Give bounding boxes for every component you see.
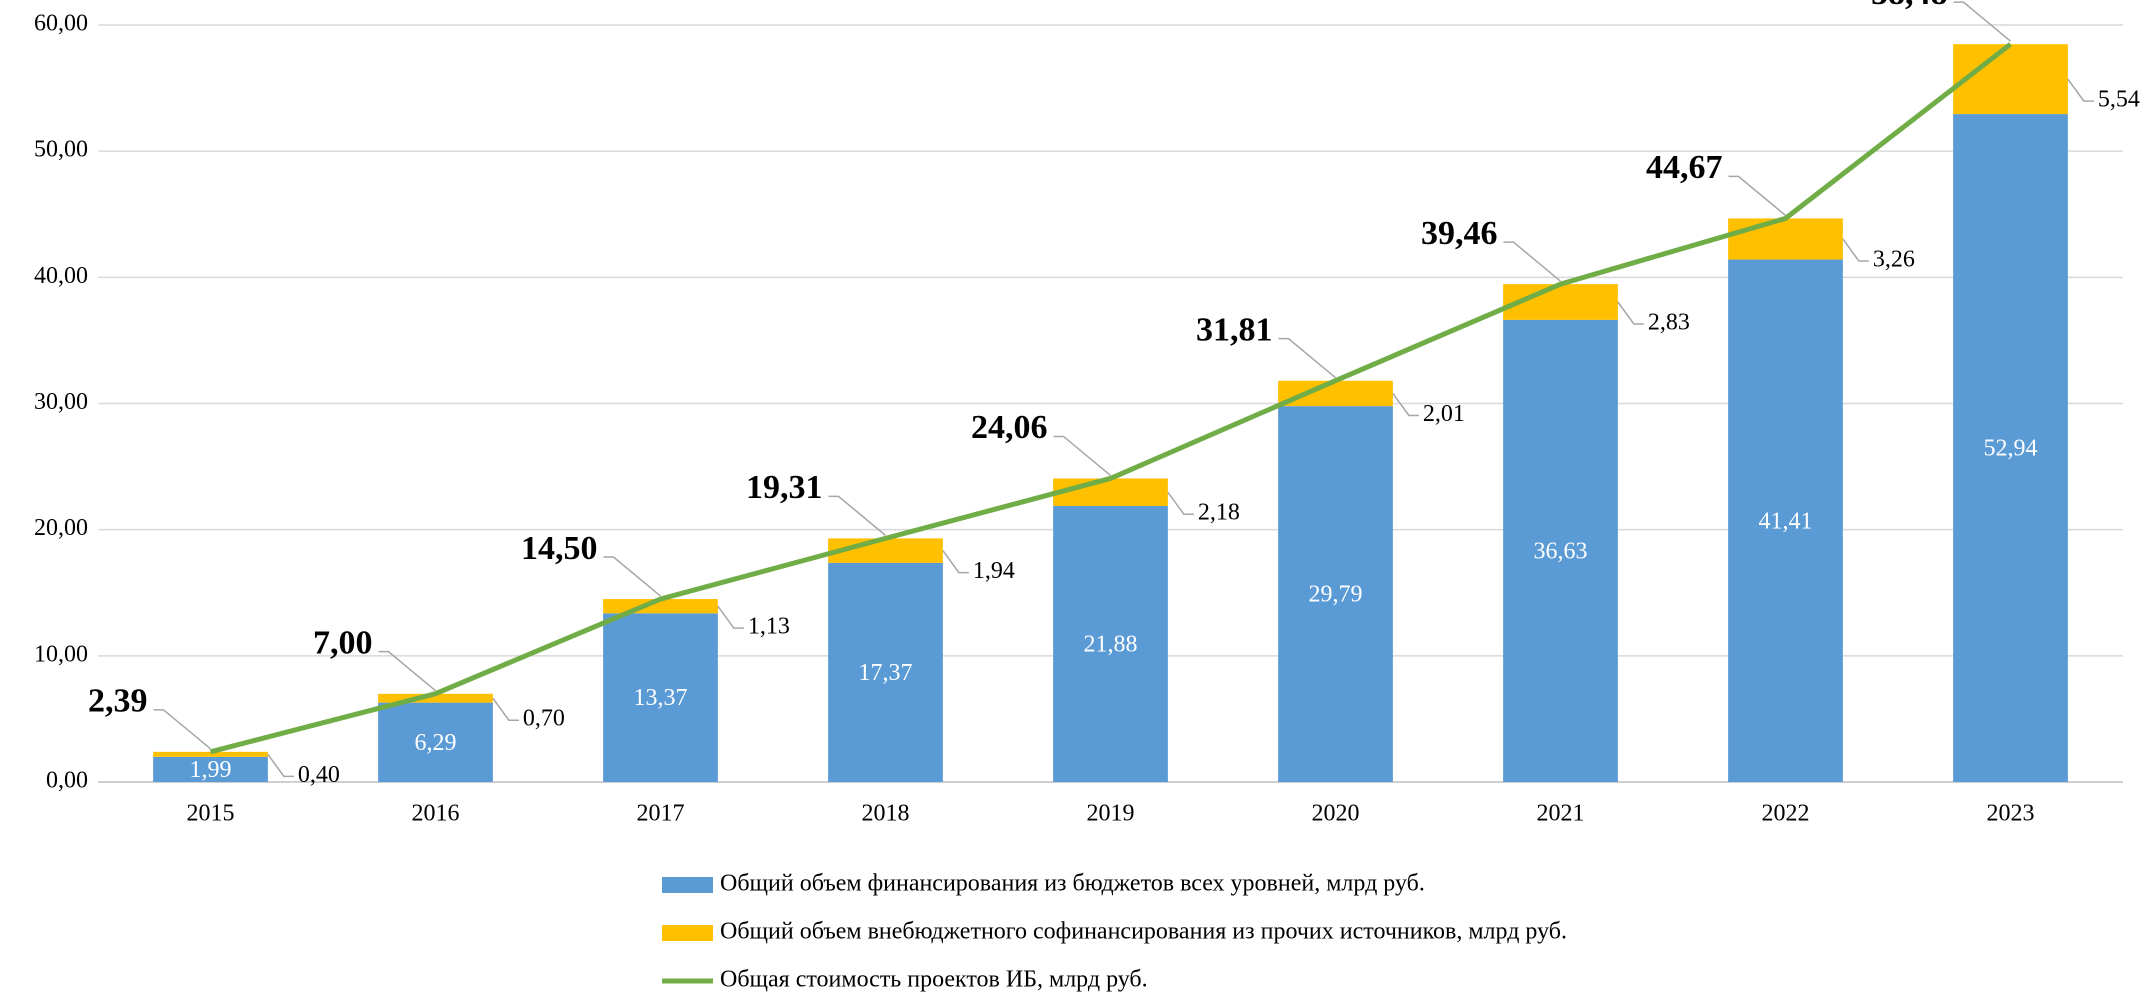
legend-swatch <box>662 925 713 941</box>
bar-value-label: 52,94 <box>1984 436 2038 462</box>
bar-value-label: 3,26 <box>1873 246 1915 272</box>
x-tick-label: 2020 <box>1312 801 1360 827</box>
bar-value-label: 6,29 <box>415 730 457 756</box>
total-value-label: 44,67 <box>1646 149 1723 186</box>
bar-segment <box>1278 380 1393 407</box>
bar-value-label: 1,13 <box>748 614 790 640</box>
total-value-label: 31,81 <box>1196 311 1273 348</box>
x-tick-label: 2021 <box>1537 801 1585 827</box>
bar-segment <box>153 756 268 782</box>
bar-value-label: 2,01 <box>1423 401 1465 427</box>
leader-line <box>1842 238 1869 262</box>
bar-segment <box>1728 218 1843 260</box>
legend-label: Общая стоимость проектов ИБ, млрд руб. <box>720 967 1148 993</box>
bar-segment <box>1728 259 1843 782</box>
y-tick-label: 20,00 <box>34 515 88 541</box>
bar-value-label: 0,40 <box>298 762 340 788</box>
leader-line <box>1053 435 1111 477</box>
total-value-label: 14,50 <box>521 530 598 567</box>
total-value-label: 7,00 <box>313 624 373 661</box>
y-tick-label: 40,00 <box>34 263 88 289</box>
bar-value-label: 21,88 <box>1084 631 1138 657</box>
bar-segment <box>603 613 718 782</box>
bar-value-label: 1,94 <box>973 558 1015 584</box>
total-line <box>209 42 2013 755</box>
leader-line <box>1167 491 1194 515</box>
bar-segment <box>153 751 268 757</box>
bar-value-label: 36,63 <box>1534 538 1588 564</box>
leader-line <box>1392 393 1419 417</box>
y-tick-label: 30,00 <box>34 389 88 415</box>
x-tick-label: 2023 <box>1987 801 2035 827</box>
leader-line <box>1728 175 1786 216</box>
x-tick-label: 2018 <box>862 801 910 827</box>
x-tick-label: 2017 <box>637 801 685 827</box>
leader-line <box>378 650 436 692</box>
legend-label: Общий объем внебюджетного софинансирован… <box>720 919 1567 945</box>
bar-value-label: 41,41 <box>1759 508 1813 534</box>
bar-value-label: 1,99 <box>190 757 232 783</box>
total-value-label: 39,46 <box>1421 215 1498 252</box>
bar-segment <box>378 693 493 703</box>
x-tick-label: 2022 <box>1762 801 1810 827</box>
x-tick-label: 2016 <box>412 801 460 827</box>
bar-segment <box>1053 478 1168 506</box>
leader-line <box>942 550 969 574</box>
bar-segment <box>1953 114 2068 782</box>
total-value-label: 2,39 <box>88 683 148 720</box>
bar-value-label: 5,54 <box>2098 87 2140 113</box>
bar-segment <box>828 562 943 782</box>
bar-value-label: 0,70 <box>523 706 565 732</box>
leader-line <box>153 709 211 750</box>
bar-segment <box>1503 319 1618 782</box>
bar-segment <box>378 702 493 782</box>
total-value-label: 58,48 <box>1871 0 1948 12</box>
leader-line <box>828 495 886 536</box>
leader-line <box>1503 241 1561 282</box>
leader-line <box>1953 1 2011 42</box>
bar-value-label: 13,37 <box>634 685 688 711</box>
leader-line <box>267 753 294 778</box>
x-tick-label: 2015 <box>187 801 235 827</box>
leader-line <box>1617 301 1644 325</box>
bar-segment <box>1053 505 1168 782</box>
legend-swatch <box>662 877 713 893</box>
y-tick-label: 50,00 <box>34 137 88 163</box>
x-tick-label: 2019 <box>1087 801 1135 827</box>
leader-line <box>1278 337 1336 379</box>
legend-label: Общий объем финансирования из бюджетов в… <box>720 871 1425 897</box>
total-value-label: 19,31 <box>746 469 823 506</box>
bar-value-label: 2,18 <box>1198 500 1240 526</box>
leader-line <box>2067 78 2094 102</box>
total-value-label: 24,06 <box>971 409 1048 446</box>
bar-value-label: 29,79 <box>1309 582 1363 608</box>
leader-line <box>717 605 744 629</box>
leader-line <box>603 556 661 597</box>
bar-segment <box>1278 406 1393 782</box>
y-tick-label: 0,00 <box>46 768 88 794</box>
leader-line <box>492 697 519 721</box>
y-tick-label: 10,00 <box>34 641 88 667</box>
bar-segment <box>1953 44 2068 115</box>
y-tick-label: 60,00 <box>34 11 88 37</box>
bar-value-label: 2,83 <box>1648 309 1690 335</box>
bar-value-label: 17,37 <box>859 660 913 686</box>
